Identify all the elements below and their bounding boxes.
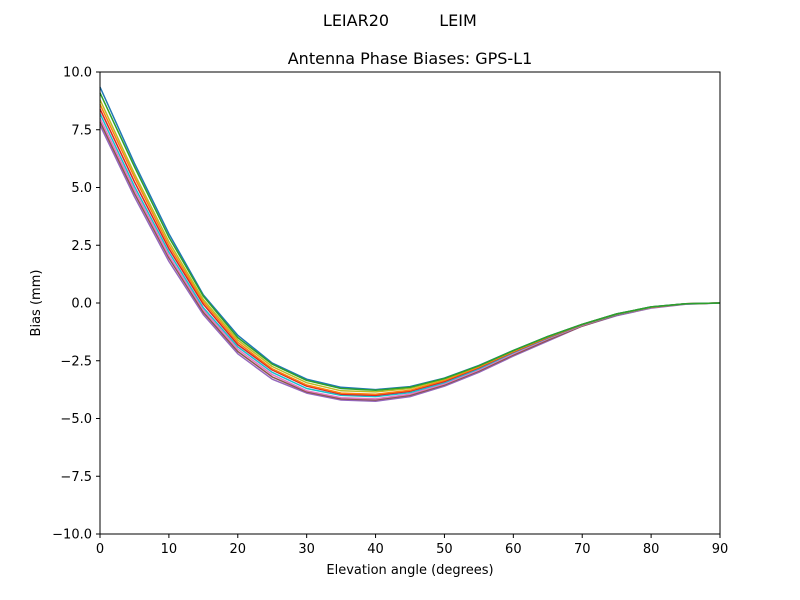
x-tick-label: 90 <box>712 542 729 557</box>
x-tick-label: 0 <box>96 542 104 557</box>
x-tick-label: 80 <box>643 542 660 557</box>
x-axis-label: Elevation angle (degrees) <box>326 563 493 578</box>
x-tick-label: 10 <box>161 542 178 557</box>
y-tick-label: 0.0 <box>71 297 92 312</box>
x-tick-label: 20 <box>230 542 247 557</box>
x-tick-label: 50 <box>436 542 453 557</box>
axis-ticks: 0 10 20 30 40 50 60 70 80 90 10.0 7.5 5.0 2.5 0.0 −2.5 −… <box>52 66 728 558</box>
series-line-8 <box>99 86 721 391</box>
series-layer <box>99 86 721 402</box>
suptitle-antenna: LEIAR20 <box>323 11 389 30</box>
y-tick-label: −5.0 <box>60 412 92 427</box>
series-line-7 <box>99 99 721 393</box>
y-tick-label: 2.5 <box>71 239 92 254</box>
y-tick-label: −2.5 <box>60 354 92 369</box>
x-tick-label: 60 <box>505 542 522 557</box>
x-tick-label: 30 <box>298 542 315 557</box>
plot-frame <box>99 71 721 535</box>
series-line-1 <box>99 124 721 402</box>
y-tick-label: 7.5 <box>71 123 92 138</box>
series-line-2 <box>99 121 721 401</box>
y-tick-label: 10.0 <box>63 66 92 81</box>
series-line-5 <box>99 108 721 397</box>
suptitle-radome: LEIM <box>439 11 477 30</box>
y-tick-label: −7.5 <box>60 470 92 485</box>
series-line-9 <box>99 92 721 392</box>
series-line-4 <box>99 113 721 398</box>
series-line-6 <box>99 103 721 395</box>
series-line-3 <box>99 117 721 400</box>
x-tick-label: 40 <box>367 542 384 557</box>
chart-title: Antenna Phase Biases: GPS-L1 <box>288 49 533 68</box>
y-axis-label: Bias (mm) <box>29 270 44 337</box>
y-tick-label: 5.0 <box>71 181 92 196</box>
y-tick-label: −10.0 <box>52 528 92 543</box>
x-tick-label: 70 <box>574 542 591 557</box>
